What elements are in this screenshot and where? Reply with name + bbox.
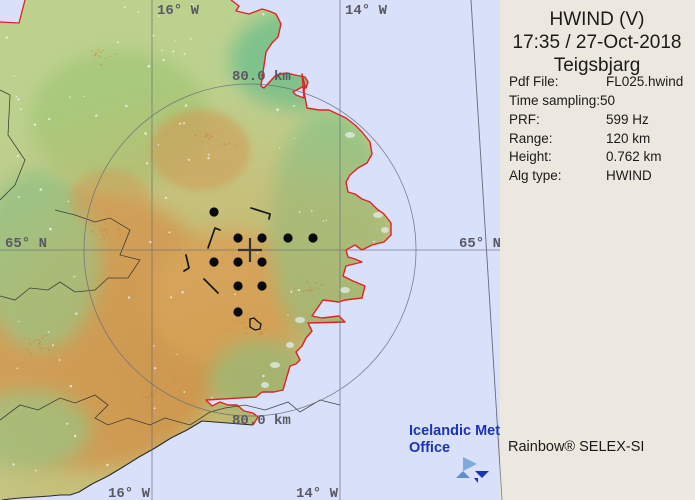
svg-text:14° W: 14° W [296, 486, 339, 500]
svg-text:80.0 km: 80.0 km [232, 413, 291, 429]
svg-text:65° N: 65° N [5, 236, 47, 252]
svg-text:65° N: 65° N [459, 236, 501, 252]
svg-text:14° W: 14° W [345, 3, 388, 19]
svg-text:16° W: 16° W [157, 3, 200, 19]
svg-text:16° W: 16° W [108, 486, 151, 500]
svg-text:80.0 km: 80.0 km [232, 69, 291, 85]
